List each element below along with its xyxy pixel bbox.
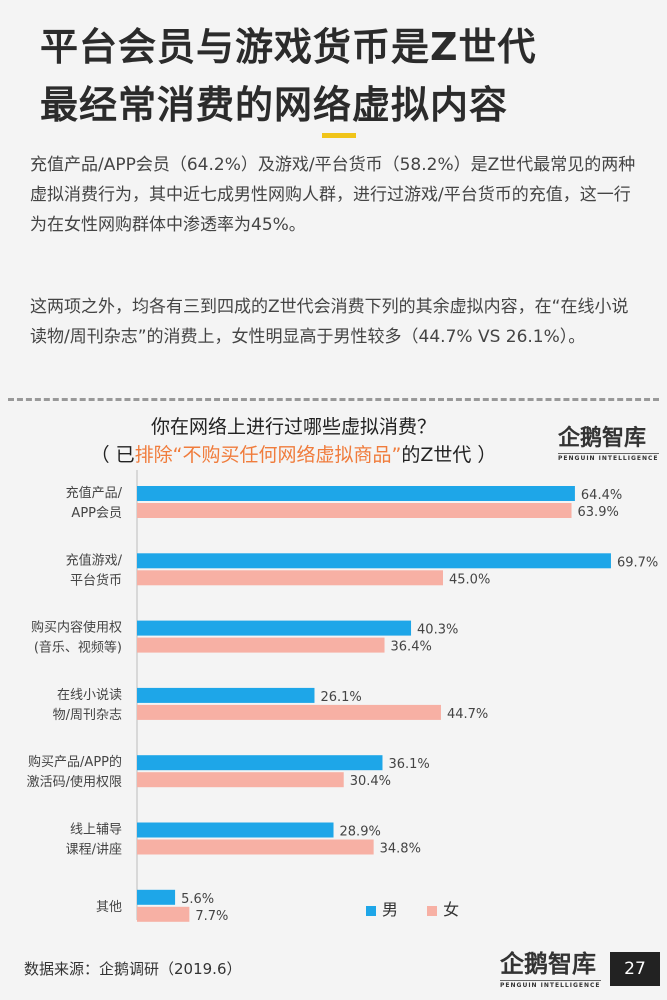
category-label-1-line-0: 充值游戏/ bbox=[66, 552, 123, 568]
data-source: 数据来源：企鹅调研（2019.6） bbox=[24, 960, 242, 978]
paragraph-2: 这两项之外，均各有三到四成的Z世代会消费下列的其余虚拟内容，在“在线小说读物/周… bbox=[30, 297, 629, 347]
chart-title: 你在网络上进行过哪些虚拟消费？ bbox=[150, 416, 436, 438]
data-label-female-0: 63.9% bbox=[578, 505, 619, 520]
data-label-male-5: 28.9% bbox=[340, 825, 381, 840]
data-label-male-0: 64.4% bbox=[581, 488, 622, 503]
category-label-2-line-1: (音乐、视频等) bbox=[34, 640, 122, 656]
chart-subtitle-suffix: 的Z世代 ） bbox=[401, 444, 497, 466]
category-label-4-line-0: 购买产品/APP的 bbox=[28, 754, 122, 770]
category-label-3-line-0: 在线小说读 bbox=[57, 688, 122, 703]
bar-male-4 bbox=[137, 755, 383, 771]
legend-label-male: 男 bbox=[382, 900, 399, 919]
data-label-female-5: 34.8% bbox=[380, 842, 421, 857]
page-title: 平台会员与游戏货币是Z世代 最经常消费的网络虚拟内容 bbox=[40, 18, 640, 134]
bar-male-3 bbox=[137, 687, 315, 703]
category-label-6-line-0: 其他 bbox=[96, 900, 122, 915]
bar-female-1 bbox=[137, 570, 443, 586]
data-label-female-3: 44.7% bbox=[447, 707, 488, 722]
dashed-divider bbox=[8, 398, 659, 401]
data-label-male-4: 36.1% bbox=[388, 757, 429, 772]
bar-chart: 64.4% 63.9% 充值产品/APP会员 69.7% 45.0% 充值游戏/平台货币 4… bbox=[27, 470, 658, 924]
category-label-2-line-0: 购买内容使用权 bbox=[31, 620, 122, 636]
data-label-female-6: 7.7% bbox=[195, 909, 228, 924]
page-title-line-2: 最经常消费的网络虚拟内容 bbox=[40, 83, 509, 127]
category-label-5-line-0: 线上辅导 bbox=[70, 823, 122, 838]
chart-legend: 男 女 bbox=[366, 896, 483, 920]
bar-male-0 bbox=[137, 486, 575, 501]
title-accent-bar bbox=[322, 133, 356, 138]
penguin-logo-top: 企鹅智库 PENGUIN INTELLIGENCE bbox=[558, 420, 659, 462]
bar-female-6 bbox=[137, 906, 190, 922]
logo-en: PENGUIN INTELLIGENCE bbox=[558, 453, 659, 462]
bar-female-0 bbox=[137, 503, 572, 518]
data-label-female-1: 45.0% bbox=[449, 572, 490, 587]
category-label-1-line-1: 平台货币 bbox=[70, 572, 122, 588]
logo-en-bottom: PENGUIN INTELLIGENCE bbox=[500, 980, 601, 989]
data-label-male-6: 5.6% bbox=[181, 892, 214, 907]
paragraph-1: 充值产品/APP会员（64.2%）及游戏/平台货币（58.2%）是Z世代最常见的… bbox=[30, 155, 636, 235]
chart-subtitle-prefix: （ 已 bbox=[90, 444, 135, 466]
bar-female-3 bbox=[137, 704, 441, 720]
legend-swatch-female bbox=[427, 905, 438, 916]
legend-item-male: 男 bbox=[366, 900, 398, 919]
category-label-4-line-1: 激活码/使用权限 bbox=[27, 774, 122, 790]
data-label-female-4: 30.4% bbox=[350, 774, 391, 789]
page-number: 27 bbox=[610, 952, 660, 986]
logo-cn: 企鹅智库 bbox=[558, 425, 647, 451]
data-label-male-2: 40.3% bbox=[417, 623, 458, 638]
chart-subtitle: （ 已排除“不购买任何网络虚拟商品”的Z世代 ） bbox=[0, 440, 627, 467]
legend-swatch-male bbox=[366, 905, 376, 916]
data-label-female-2: 36.4% bbox=[391, 640, 432, 655]
category-label-0-line-1: APP会员 bbox=[71, 506, 122, 521]
bar-male-1 bbox=[137, 553, 611, 569]
bar-male-5 bbox=[137, 822, 334, 838]
legend-item-female: 女 bbox=[427, 900, 459, 919]
category-label-3-line-1: 物/周刊杂志 bbox=[53, 708, 122, 723]
logo-cn-bottom: 企鹅智库 bbox=[500, 949, 596, 978]
bar-female-4 bbox=[137, 772, 344, 788]
bar-female-2 bbox=[137, 637, 385, 653]
page-title-line-1: 平台会员与游戏货币是Z世代 bbox=[40, 25, 537, 69]
data-label-male-3: 26.1% bbox=[320, 690, 361, 705]
chart-subtitle-highlight: 排除“不购买任何网络虚拟商品” bbox=[134, 444, 402, 466]
category-label-5-line-1: 课程/讲座 bbox=[66, 843, 122, 858]
penguin-logo-bottom: 企鹅智库 PENGUIN INTELLIGENCE bbox=[500, 944, 601, 989]
legend-label-female: 女 bbox=[443, 900, 460, 919]
category-label-0-line-0: 充值产品/ bbox=[66, 485, 123, 501]
data-label-male-1: 69.7% bbox=[617, 555, 658, 570]
bar-male-2 bbox=[137, 620, 412, 636]
bar-male-6 bbox=[137, 889, 176, 905]
bar-female-5 bbox=[137, 839, 374, 855]
